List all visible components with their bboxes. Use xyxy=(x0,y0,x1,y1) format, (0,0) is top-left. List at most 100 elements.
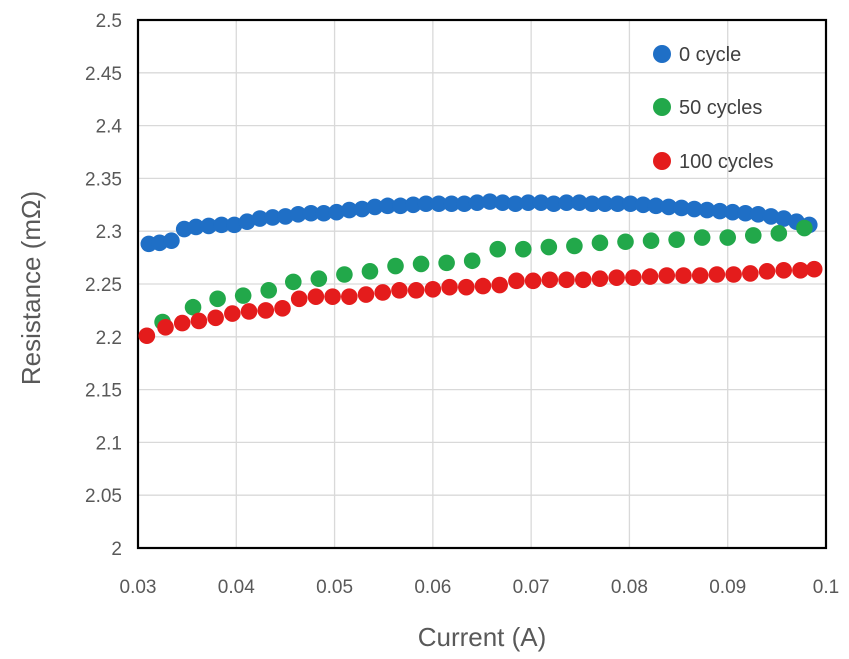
data-point xyxy=(660,198,678,216)
data-point xyxy=(173,314,191,332)
data-point xyxy=(290,290,308,308)
data-point xyxy=(545,195,563,213)
data-point xyxy=(336,266,353,283)
y-tick-label: 2.1 xyxy=(96,433,122,454)
y-tick-label: 2 xyxy=(111,539,122,560)
data-point xyxy=(315,204,333,222)
data-point xyxy=(524,272,542,290)
data-point xyxy=(274,299,291,317)
data-point xyxy=(608,269,625,286)
data-point xyxy=(762,208,780,225)
data-point xyxy=(404,196,422,214)
legend-item: 0 cycle xyxy=(653,44,741,66)
data-point xyxy=(257,302,275,319)
data-point xyxy=(407,282,425,299)
data-point xyxy=(744,227,762,244)
data-point xyxy=(775,261,793,279)
data-point xyxy=(441,278,458,296)
x-axis-tick-labels: 0.03 0.04 0.05 0.06 0.07 0.08 0.09 0.1 xyxy=(120,577,840,598)
y-axis-title: Resistance (mΩ) xyxy=(16,191,46,385)
data-point xyxy=(566,237,583,255)
data-point xyxy=(749,206,767,223)
data-point xyxy=(260,282,278,299)
data-point xyxy=(430,195,448,213)
data-point xyxy=(668,231,685,248)
data-point xyxy=(571,194,588,211)
data-point xyxy=(289,206,307,223)
data-point xyxy=(207,309,224,327)
data-point xyxy=(617,233,634,251)
x-tick-label: 0.04 xyxy=(218,577,255,598)
data-point xyxy=(737,204,754,222)
data-point xyxy=(708,266,726,283)
data-point xyxy=(596,195,614,213)
data-point xyxy=(641,268,659,285)
data-point xyxy=(625,269,642,286)
data-point xyxy=(424,280,442,298)
data-point xyxy=(251,210,269,227)
data-point xyxy=(583,195,601,213)
legend-label: 50 cycles xyxy=(679,97,762,119)
y-tick-label: 2.25 xyxy=(85,275,122,296)
data-point xyxy=(698,201,716,219)
data-point xyxy=(456,195,473,213)
data-point xyxy=(374,284,392,301)
x-tick-label: 0.07 xyxy=(513,577,550,598)
legend: 0 cycle 50 cycles 100 cycles xyxy=(653,44,774,173)
data-point xyxy=(391,282,408,299)
data-point xyxy=(277,208,294,225)
data-point xyxy=(324,288,341,305)
data-point xyxy=(532,194,550,211)
y-tick-label: 2.05 xyxy=(85,486,122,507)
data-point xyxy=(725,266,742,283)
data-point xyxy=(310,270,328,288)
data-point xyxy=(224,305,241,322)
data-point xyxy=(724,203,741,221)
data-point xyxy=(558,271,575,289)
data-point xyxy=(190,312,208,330)
data-point xyxy=(226,216,243,234)
x-tick-label: 0.06 xyxy=(414,577,451,598)
data-point xyxy=(489,240,507,258)
data-point xyxy=(417,195,435,213)
data-point xyxy=(691,267,709,284)
data-point xyxy=(187,218,205,236)
legend-marker xyxy=(653,98,671,116)
data-point xyxy=(574,271,592,289)
data-point xyxy=(719,229,737,246)
series-0-cycle xyxy=(140,193,818,253)
data-point xyxy=(491,276,508,294)
y-tick-label: 2.45 xyxy=(85,64,122,85)
data-point xyxy=(157,318,174,336)
data-point xyxy=(240,303,258,320)
data-point xyxy=(514,240,532,258)
data-point xyxy=(328,203,345,221)
data-point xyxy=(519,194,537,211)
data-point xyxy=(770,225,788,242)
y-tick-label: 2.3 xyxy=(96,222,122,243)
data-point xyxy=(558,194,575,211)
data-point xyxy=(591,234,609,252)
legend-item: 100 cycles xyxy=(653,151,774,173)
data-point xyxy=(685,200,703,218)
data-point xyxy=(494,194,511,211)
data-point xyxy=(163,232,180,250)
x-tick-label: 0.03 xyxy=(120,577,157,598)
data-point xyxy=(711,202,729,220)
data-point xyxy=(642,232,660,250)
data-point xyxy=(284,273,302,291)
data-point xyxy=(541,271,559,289)
data-point xyxy=(307,288,325,305)
data-point xyxy=(438,254,455,272)
data-point xyxy=(758,263,776,280)
data-point xyxy=(302,204,320,222)
data-point xyxy=(366,198,384,216)
data-point xyxy=(508,272,525,290)
data-point xyxy=(693,229,711,246)
data-point xyxy=(792,261,809,279)
data-point xyxy=(412,255,430,273)
y-tick-label: 2.5 xyxy=(96,11,122,32)
x-tick-label: 0.09 xyxy=(709,577,746,598)
